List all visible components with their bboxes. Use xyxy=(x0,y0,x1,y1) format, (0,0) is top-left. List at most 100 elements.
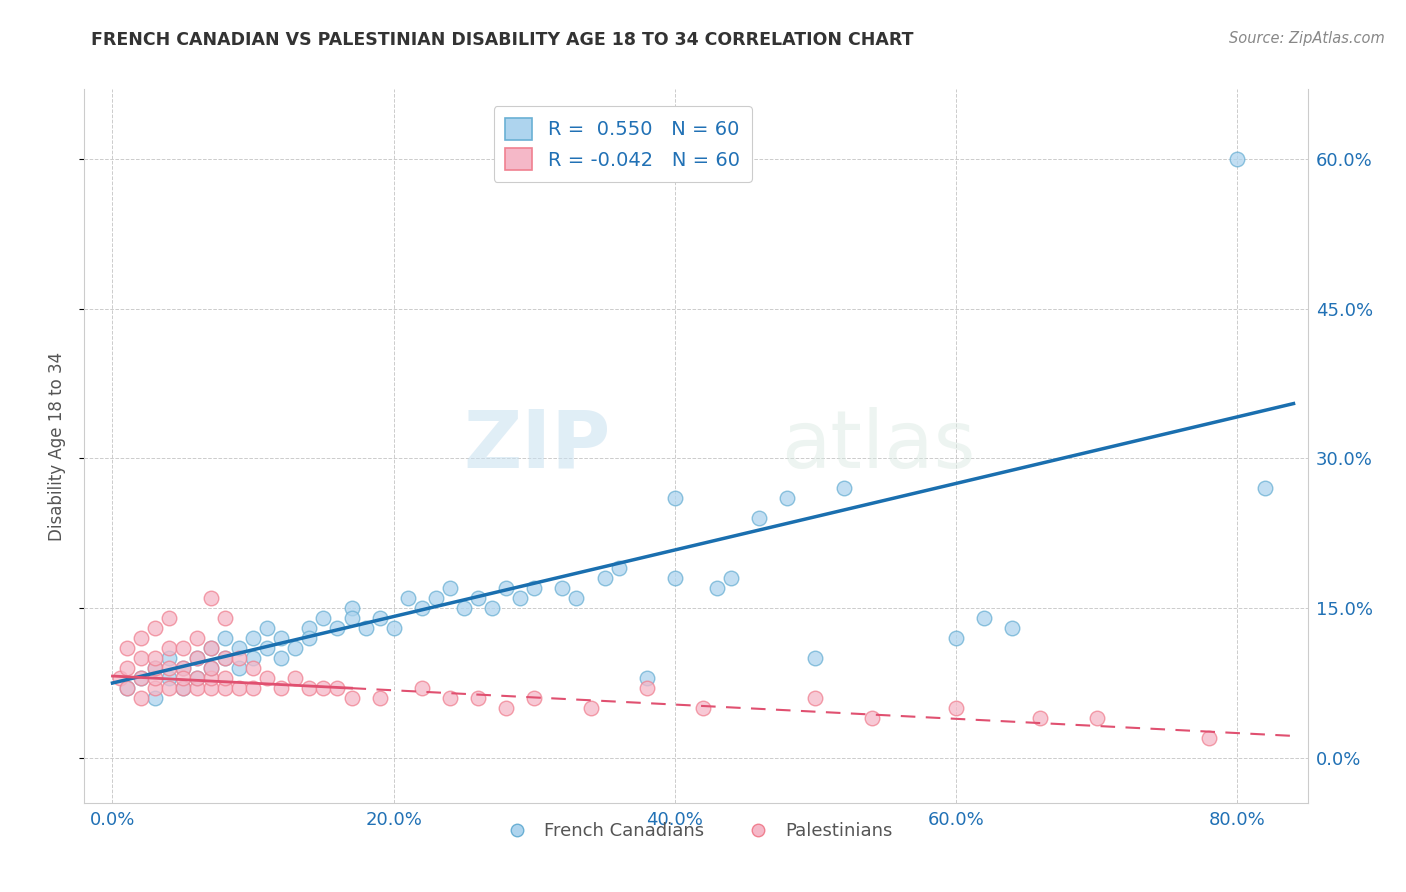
Point xyxy=(172,641,194,656)
Point xyxy=(692,701,714,715)
Point xyxy=(298,631,321,645)
Point xyxy=(495,581,517,595)
Point xyxy=(214,631,236,645)
Point xyxy=(551,581,574,595)
Point xyxy=(115,681,138,695)
Text: ZIP: ZIP xyxy=(463,407,610,485)
Point xyxy=(129,631,152,645)
Point xyxy=(129,671,152,685)
Point xyxy=(108,671,131,685)
Point xyxy=(186,681,208,695)
Point xyxy=(523,691,546,706)
Point xyxy=(270,631,292,645)
Point xyxy=(129,671,152,685)
Point xyxy=(298,681,321,695)
Point xyxy=(481,601,503,615)
Text: Source: ZipAtlas.com: Source: ZipAtlas.com xyxy=(1229,31,1385,46)
Point xyxy=(425,591,447,606)
Point xyxy=(706,581,728,595)
Point xyxy=(172,661,194,675)
Point xyxy=(172,681,194,695)
Point xyxy=(284,641,307,656)
Point xyxy=(186,671,208,685)
Point xyxy=(326,681,349,695)
Point xyxy=(1029,711,1052,725)
Point xyxy=(143,681,166,695)
Point xyxy=(636,671,658,685)
Point xyxy=(270,681,292,695)
Point xyxy=(143,661,166,675)
Point xyxy=(157,661,180,675)
Point xyxy=(340,601,363,615)
Point xyxy=(242,631,264,645)
Point xyxy=(214,611,236,625)
Point xyxy=(157,611,180,625)
Point xyxy=(439,691,461,706)
Point xyxy=(157,681,180,695)
Point xyxy=(664,571,686,585)
Point xyxy=(748,511,770,525)
Point xyxy=(157,651,180,665)
Point xyxy=(157,671,180,685)
Point xyxy=(143,691,166,706)
Point xyxy=(411,601,433,615)
Point xyxy=(186,631,208,645)
Point xyxy=(664,491,686,506)
Point xyxy=(228,681,250,695)
Point xyxy=(776,491,799,506)
Point xyxy=(467,691,489,706)
Point xyxy=(115,681,138,695)
Point xyxy=(523,581,546,595)
Text: atlas: atlas xyxy=(782,407,976,485)
Point xyxy=(396,591,419,606)
Point xyxy=(186,651,208,665)
Point xyxy=(242,651,264,665)
Legend: French Canadians, Palestinians: French Canadians, Palestinians xyxy=(492,815,900,847)
Point xyxy=(509,591,531,606)
Point xyxy=(312,611,335,625)
Point xyxy=(1226,152,1249,166)
Point xyxy=(214,681,236,695)
Point xyxy=(115,641,138,656)
Point xyxy=(368,691,391,706)
Point xyxy=(593,571,616,585)
Point xyxy=(143,671,166,685)
Point xyxy=(439,581,461,595)
Point xyxy=(228,651,250,665)
Text: FRENCH CANADIAN VS PALESTINIAN DISABILITY AGE 18 TO 34 CORRELATION CHART: FRENCH CANADIAN VS PALESTINIAN DISABILIT… xyxy=(91,31,914,49)
Point xyxy=(172,681,194,695)
Point xyxy=(340,691,363,706)
Point xyxy=(200,661,222,675)
Point xyxy=(242,681,264,695)
Point xyxy=(973,611,995,625)
Point xyxy=(326,621,349,635)
Point xyxy=(636,681,658,695)
Point xyxy=(340,611,363,625)
Point xyxy=(186,651,208,665)
Point xyxy=(382,621,405,635)
Point xyxy=(312,681,335,695)
Point xyxy=(945,631,967,645)
Point xyxy=(172,661,194,675)
Point xyxy=(143,661,166,675)
Y-axis label: Disability Age 18 to 34: Disability Age 18 to 34 xyxy=(48,351,66,541)
Point xyxy=(720,571,742,585)
Point xyxy=(172,671,194,685)
Point xyxy=(200,641,222,656)
Point xyxy=(242,661,264,675)
Point xyxy=(214,651,236,665)
Point xyxy=(200,671,222,685)
Point xyxy=(804,651,827,665)
Point xyxy=(157,641,180,656)
Point xyxy=(411,681,433,695)
Point xyxy=(579,701,602,715)
Point xyxy=(1198,731,1220,745)
Point xyxy=(214,671,236,685)
Point xyxy=(200,661,222,675)
Point xyxy=(200,591,222,606)
Point xyxy=(200,641,222,656)
Point xyxy=(453,601,475,615)
Point xyxy=(1001,621,1024,635)
Point xyxy=(354,621,377,635)
Point xyxy=(214,651,236,665)
